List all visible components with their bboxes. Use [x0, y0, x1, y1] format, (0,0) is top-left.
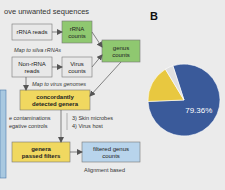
flow-arrow	[90, 62, 121, 96]
box-label: genuscounts	[112, 45, 130, 58]
flow-text: egative controls	[9, 123, 48, 129]
flow-text: e contaminations	[9, 115, 51, 121]
side-bar	[0, 90, 6, 178]
flow-arrow	[92, 55, 102, 67]
flow-text: ove unwanted sequences	[4, 7, 89, 16]
box-label: Non-rRNAreads	[18, 61, 46, 74]
flow-box	[12, 24, 52, 40]
flow-text: Map to virus genomes	[32, 81, 86, 87]
flow-text: 3) Skin microbes	[72, 115, 113, 121]
data-label: 79.36%	[185, 106, 212, 115]
panel-label: B	[150, 10, 158, 22]
box-label: rRNA reads	[16, 29, 47, 35]
box-label: concordantlydetected genera	[32, 94, 79, 107]
pie-slice	[148, 64, 220, 136]
flow-text: Map to silva rRNAs	[14, 47, 61, 53]
flow-box	[12, 142, 70, 162]
flow-arrow	[26, 77, 27, 90]
flow-arrow	[92, 32, 102, 47]
box-label: generapassed filters	[22, 146, 61, 159]
flow-arrow	[52, 32, 62, 33]
figure: rRNA reads rRNAcounts Non-rRNAreads Virusco…	[0, 0, 225, 190]
flow-text: 4) Virus host	[72, 123, 103, 129]
flow-box	[20, 90, 90, 110]
box-label: rRNAcounts	[68, 26, 86, 39]
flow-text: Alignment based	[84, 167, 125, 173]
flow-arrow	[70, 152, 82, 153]
box-label: Viruscounts	[68, 61, 86, 74]
box-label: filtered genuscounts	[93, 146, 129, 159]
flow-box	[62, 21, 92, 43]
flow-box	[82, 142, 140, 162]
flowchart: rRNA reads rRNAcounts Non-rRNAreads Virusco…	[0, 7, 140, 178]
flow-arrow	[61, 110, 62, 142]
flow-arrow	[52, 67, 62, 68]
flow-box	[102, 40, 140, 62]
flow-box	[62, 57, 92, 77]
pie-slice	[165, 66, 184, 100]
divider	[67, 113, 68, 130]
pie-chart: 79.36% B	[148, 10, 220, 136]
flow-box	[12, 57, 52, 77]
